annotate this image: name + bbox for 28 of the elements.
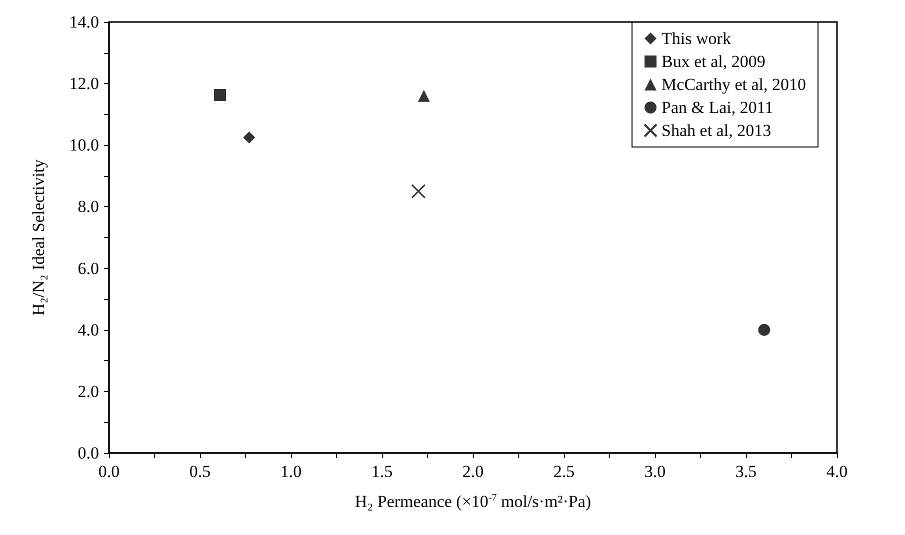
legend-label: Pan & Lai, 2011	[662, 98, 774, 117]
y-tick-label: 8.0	[78, 197, 99, 216]
legend-label: This work	[662, 29, 732, 48]
legend-label: Shah et al, 2013	[662, 121, 772, 140]
y-tick-label: 4.0	[78, 320, 99, 340]
y-tick-label: 2.0	[78, 382, 99, 401]
point	[214, 88, 226, 101]
x-tick-label: 4.0	[826, 462, 848, 481]
y-tick-label: 10.0	[69, 136, 99, 155]
x-tick-label: 1.5	[371, 462, 393, 481]
point	[758, 324, 770, 336]
y-tick-label: 0.0	[78, 444, 99, 462]
y-tick-label: 14.0	[69, 12, 99, 32]
x-tick-label: 0.0	[98, 462, 120, 481]
point	[418, 90, 430, 102]
point	[243, 131, 256, 144]
y-tick-label: 12.0	[69, 74, 99, 94]
x-tick-label: 0.5	[189, 462, 211, 481]
x-tick-label: 1.0	[280, 462, 302, 481]
x-tick-label: 3.5	[735, 462, 757, 481]
x-tick-label: 2.0	[462, 462, 484, 481]
y-axis-title: H₂/N₂ Ideal Selectivity	[29, 158, 48, 316]
legend-label: Bux et al, 2009	[662, 52, 766, 71]
point	[411, 184, 426, 199]
x-tick-label: 3.0	[644, 462, 666, 481]
x-tick-label: 2.5	[553, 462, 575, 481]
legend-label: McCarthy et al, 2010	[662, 75, 806, 94]
y-tick-label: 6.0	[78, 258, 99, 278]
